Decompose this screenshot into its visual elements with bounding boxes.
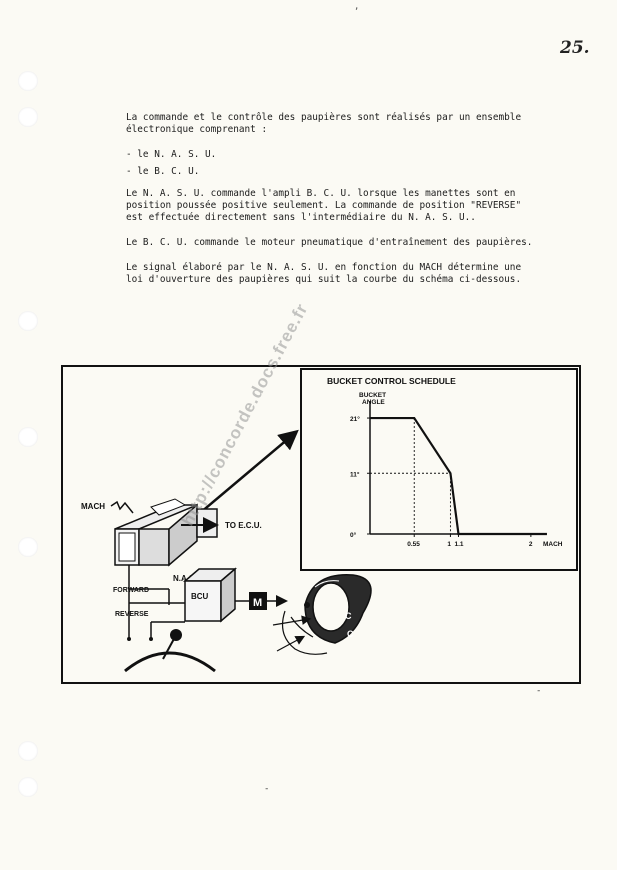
figure-drawing: MACH TO E.C.U. N.A.S.U. FORWARD REVERSE …: [81, 368, 578, 673]
y-axis-label: BUCKET: [359, 392, 386, 399]
y-tick-label: 21°: [350, 415, 360, 423]
binder-hole: [18, 741, 38, 761]
x-axis-label: MACH: [543, 541, 563, 548]
throttle-lever: [162, 636, 176, 660]
bcu-label: BCU: [191, 592, 209, 601]
y-tick-label: 0°: [350, 531, 357, 539]
page-number: 25.: [560, 38, 590, 58]
mach-input-label: MACH: [81, 502, 105, 511]
y-axis-label: ANGLE: [362, 399, 385, 406]
bcu-paragraph: Le B. C. U. commande le moteur pneumatiq…: [126, 237, 533, 248]
mach-signal-line: [110, 500, 134, 514]
y-tick-label: 11°: [350, 470, 360, 478]
bucket-control-figure: MACH TO E.C.U. N.A.S.U. FORWARD REVERSE …: [61, 365, 581, 684]
bucket-c-top-label: C: [345, 611, 352, 621]
signal-paragraph: Le signal élaboré par le N. A. S. U. en …: [126, 262, 522, 285]
x-tick-label: 0.55: [407, 541, 420, 548]
nasu-unit: [114, 498, 218, 567]
binder-hole: [18, 537, 38, 557]
bucket-c-bottom-label: C: [347, 629, 354, 639]
binder-hole: [18, 71, 38, 91]
list-item-nasu: - le N. A. S. U.: [126, 149, 217, 160]
throttle-quadrant: [124, 651, 216, 673]
schedule-line: [370, 416, 547, 536]
list-item-bcu: - le B. C. U.: [126, 166, 200, 177]
bucket-assembly: [272, 574, 372, 655]
chart-title: BUCKET CONTROL SCHEDULE: [327, 376, 456, 386]
binder-hole: [18, 777, 38, 797]
nasu-paragraph: Le N. A. S. U. commande l'ampli B. C. U.…: [126, 188, 522, 223]
throttle-knob: [170, 629, 182, 641]
motor-box: [249, 592, 267, 610]
binder-hole: [18, 427, 38, 447]
to-ecu-label: TO E.C.U.: [225, 521, 262, 530]
reverse-label: REVERSE: [115, 611, 149, 618]
x-tick-label: 1.1: [454, 541, 463, 548]
bcu-unit: [182, 567, 238, 623]
binder-hole: [18, 311, 38, 331]
binder-hole: [18, 107, 38, 127]
intro-paragraph: La commande et le contrôle des paupières…: [126, 112, 522, 135]
chart-inset-box: [300, 368, 578, 571]
forward-label: FORWARD: [113, 587, 149, 594]
scan-mark: ,: [354, 2, 360, 12]
scan-mark: -: [264, 784, 270, 794]
x-tick-label: 1: [447, 541, 451, 548]
x-tick-label: 2: [529, 541, 533, 548]
motor-label: M: [253, 597, 262, 609]
scan-mark: -: [536, 686, 542, 696]
